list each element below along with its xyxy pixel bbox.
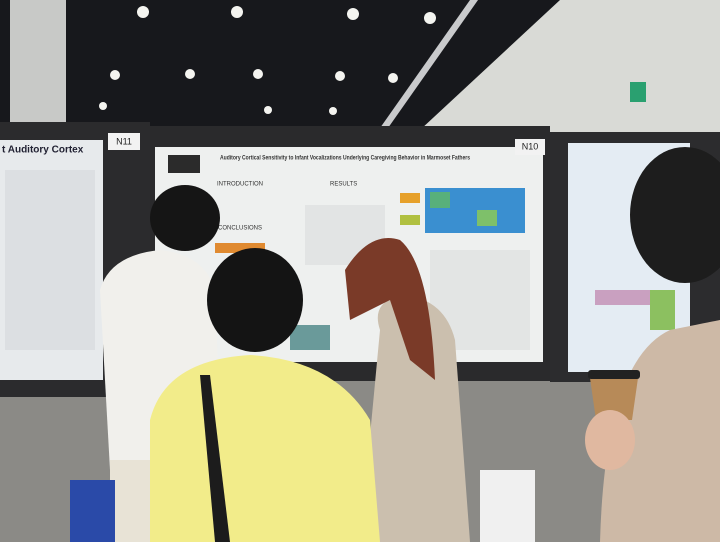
light: [335, 71, 345, 81]
light: [264, 106, 272, 114]
board-label: [108, 133, 140, 150]
heatmap-cell: [477, 210, 497, 226]
bag: [70, 480, 115, 542]
hand: [585, 410, 635, 470]
figure: [595, 290, 655, 305]
bag: [480, 470, 535, 542]
bag-strap: [200, 375, 230, 542]
section-heading: INTRODUCTION: [217, 182, 263, 188]
figure: [5, 170, 95, 350]
exit-sign: [630, 82, 646, 102]
light: [185, 69, 195, 79]
section-heading: CONCLUSIONS: [218, 226, 262, 232]
light: [347, 8, 359, 20]
hair: [207, 248, 303, 352]
figure: [400, 215, 420, 225]
hair: [630, 147, 720, 283]
ceiling-lights: [99, 6, 436, 115]
pillar: [10, 0, 66, 125]
light: [329, 107, 337, 115]
light: [253, 69, 263, 79]
board-number: N10: [522, 141, 539, 151]
cup-lid: [588, 370, 640, 379]
light: [110, 70, 120, 80]
logo: [168, 155, 200, 173]
light: [424, 12, 436, 24]
person-beige: [360, 295, 470, 542]
board-number: N11: [116, 136, 132, 146]
beam: [380, 0, 478, 128]
figure: [290, 325, 330, 350]
section-heading: RESULTS: [330, 182, 357, 188]
figure: [400, 193, 420, 203]
poster-title: Auditory Cortical Sensitivity to Infant …: [220, 155, 470, 162]
light: [388, 73, 398, 83]
poster-title: t Auditory Cortex: [2, 145, 84, 156]
heatmap-cell: [430, 192, 450, 208]
trousers: [110, 460, 150, 542]
figure: [650, 290, 675, 330]
hair: [150, 185, 220, 251]
figure: [215, 243, 265, 253]
poster-figures: [5, 170, 675, 350]
red-hair: [345, 238, 435, 380]
people: [70, 147, 720, 542]
coffee-cup: [590, 378, 638, 420]
light: [99, 102, 107, 110]
wall: [420, 0, 720, 140]
board-label: [515, 139, 545, 155]
light: [231, 6, 243, 18]
light: [137, 6, 149, 18]
